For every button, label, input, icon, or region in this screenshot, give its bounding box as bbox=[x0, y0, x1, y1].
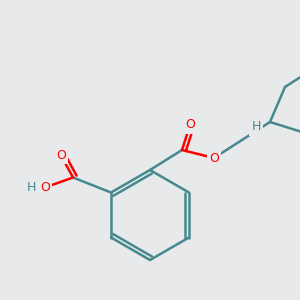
Text: O: O bbox=[185, 118, 195, 131]
Text: O: O bbox=[209, 152, 219, 164]
Text: O: O bbox=[40, 181, 50, 194]
Text: O: O bbox=[56, 149, 66, 162]
Text: H: H bbox=[251, 121, 261, 134]
Text: H: H bbox=[26, 181, 36, 194]
